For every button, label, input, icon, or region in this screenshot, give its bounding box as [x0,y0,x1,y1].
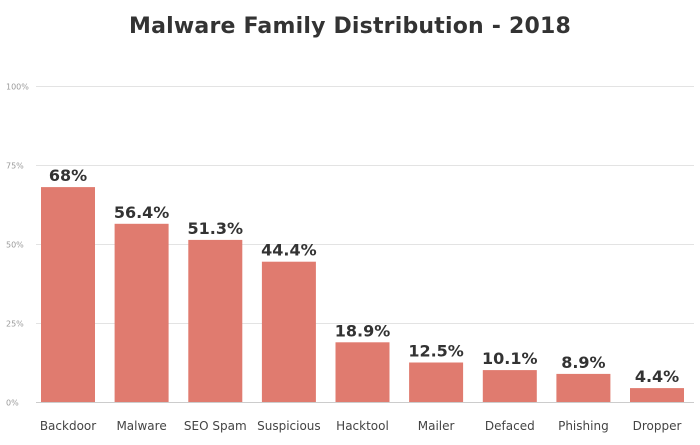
category-label: SEO Spam [184,419,247,433]
chart-title: Malware Family Distribution - 2018 [129,14,571,39]
bar-hacktool [335,342,390,402]
category-label: Hacktool [336,419,389,433]
y-tick-label: 75% [6,162,24,171]
value-label: 68% [49,166,87,185]
category-label: Backdoor [40,419,96,433]
value-label: 4.4% [635,367,679,386]
bar-phishing [556,373,611,402]
value-label: 18.9% [335,321,391,340]
category-label: Suspicious [257,419,321,433]
category-label: Malware [116,419,166,433]
value-label: 12.5% [408,342,464,361]
bar-suspicious [261,261,316,402]
bar-dropper [630,388,684,402]
value-label: 51.3% [188,219,244,238]
value-label: 56.4% [114,203,170,222]
y-tick-label: 100% [6,83,29,92]
bar-defaced [482,370,537,402]
y-tick-label: 25% [6,320,24,329]
y-tick-label: 50% [6,241,24,250]
bar-backdoor [41,187,95,402]
y-axis-ticks: 0% 25% 50% 75% 100% [6,83,29,408]
bar-malware [114,223,169,402]
category-label: Mailer [418,419,455,433]
category-label: Defaced [485,419,535,433]
category-label: Dropper [633,419,682,433]
bars [41,187,684,402]
bar-mailer [409,362,464,402]
value-labels: 68% 56.4% 51.3% 44.4% 18.9% 12.5% 10.1% 8.9% 4.4… [49,166,679,386]
category-labels: Backdoor Malware SEO Spam Suspicious Hacktoo… [40,419,682,433]
value-label: 44.4% [261,241,317,260]
y-tick-label: 0% [6,399,19,408]
category-label: Phishing [558,419,609,433]
value-label: 8.9% [561,353,605,372]
bar-seo-spam [188,239,243,402]
value-label: 10.1% [482,349,538,368]
